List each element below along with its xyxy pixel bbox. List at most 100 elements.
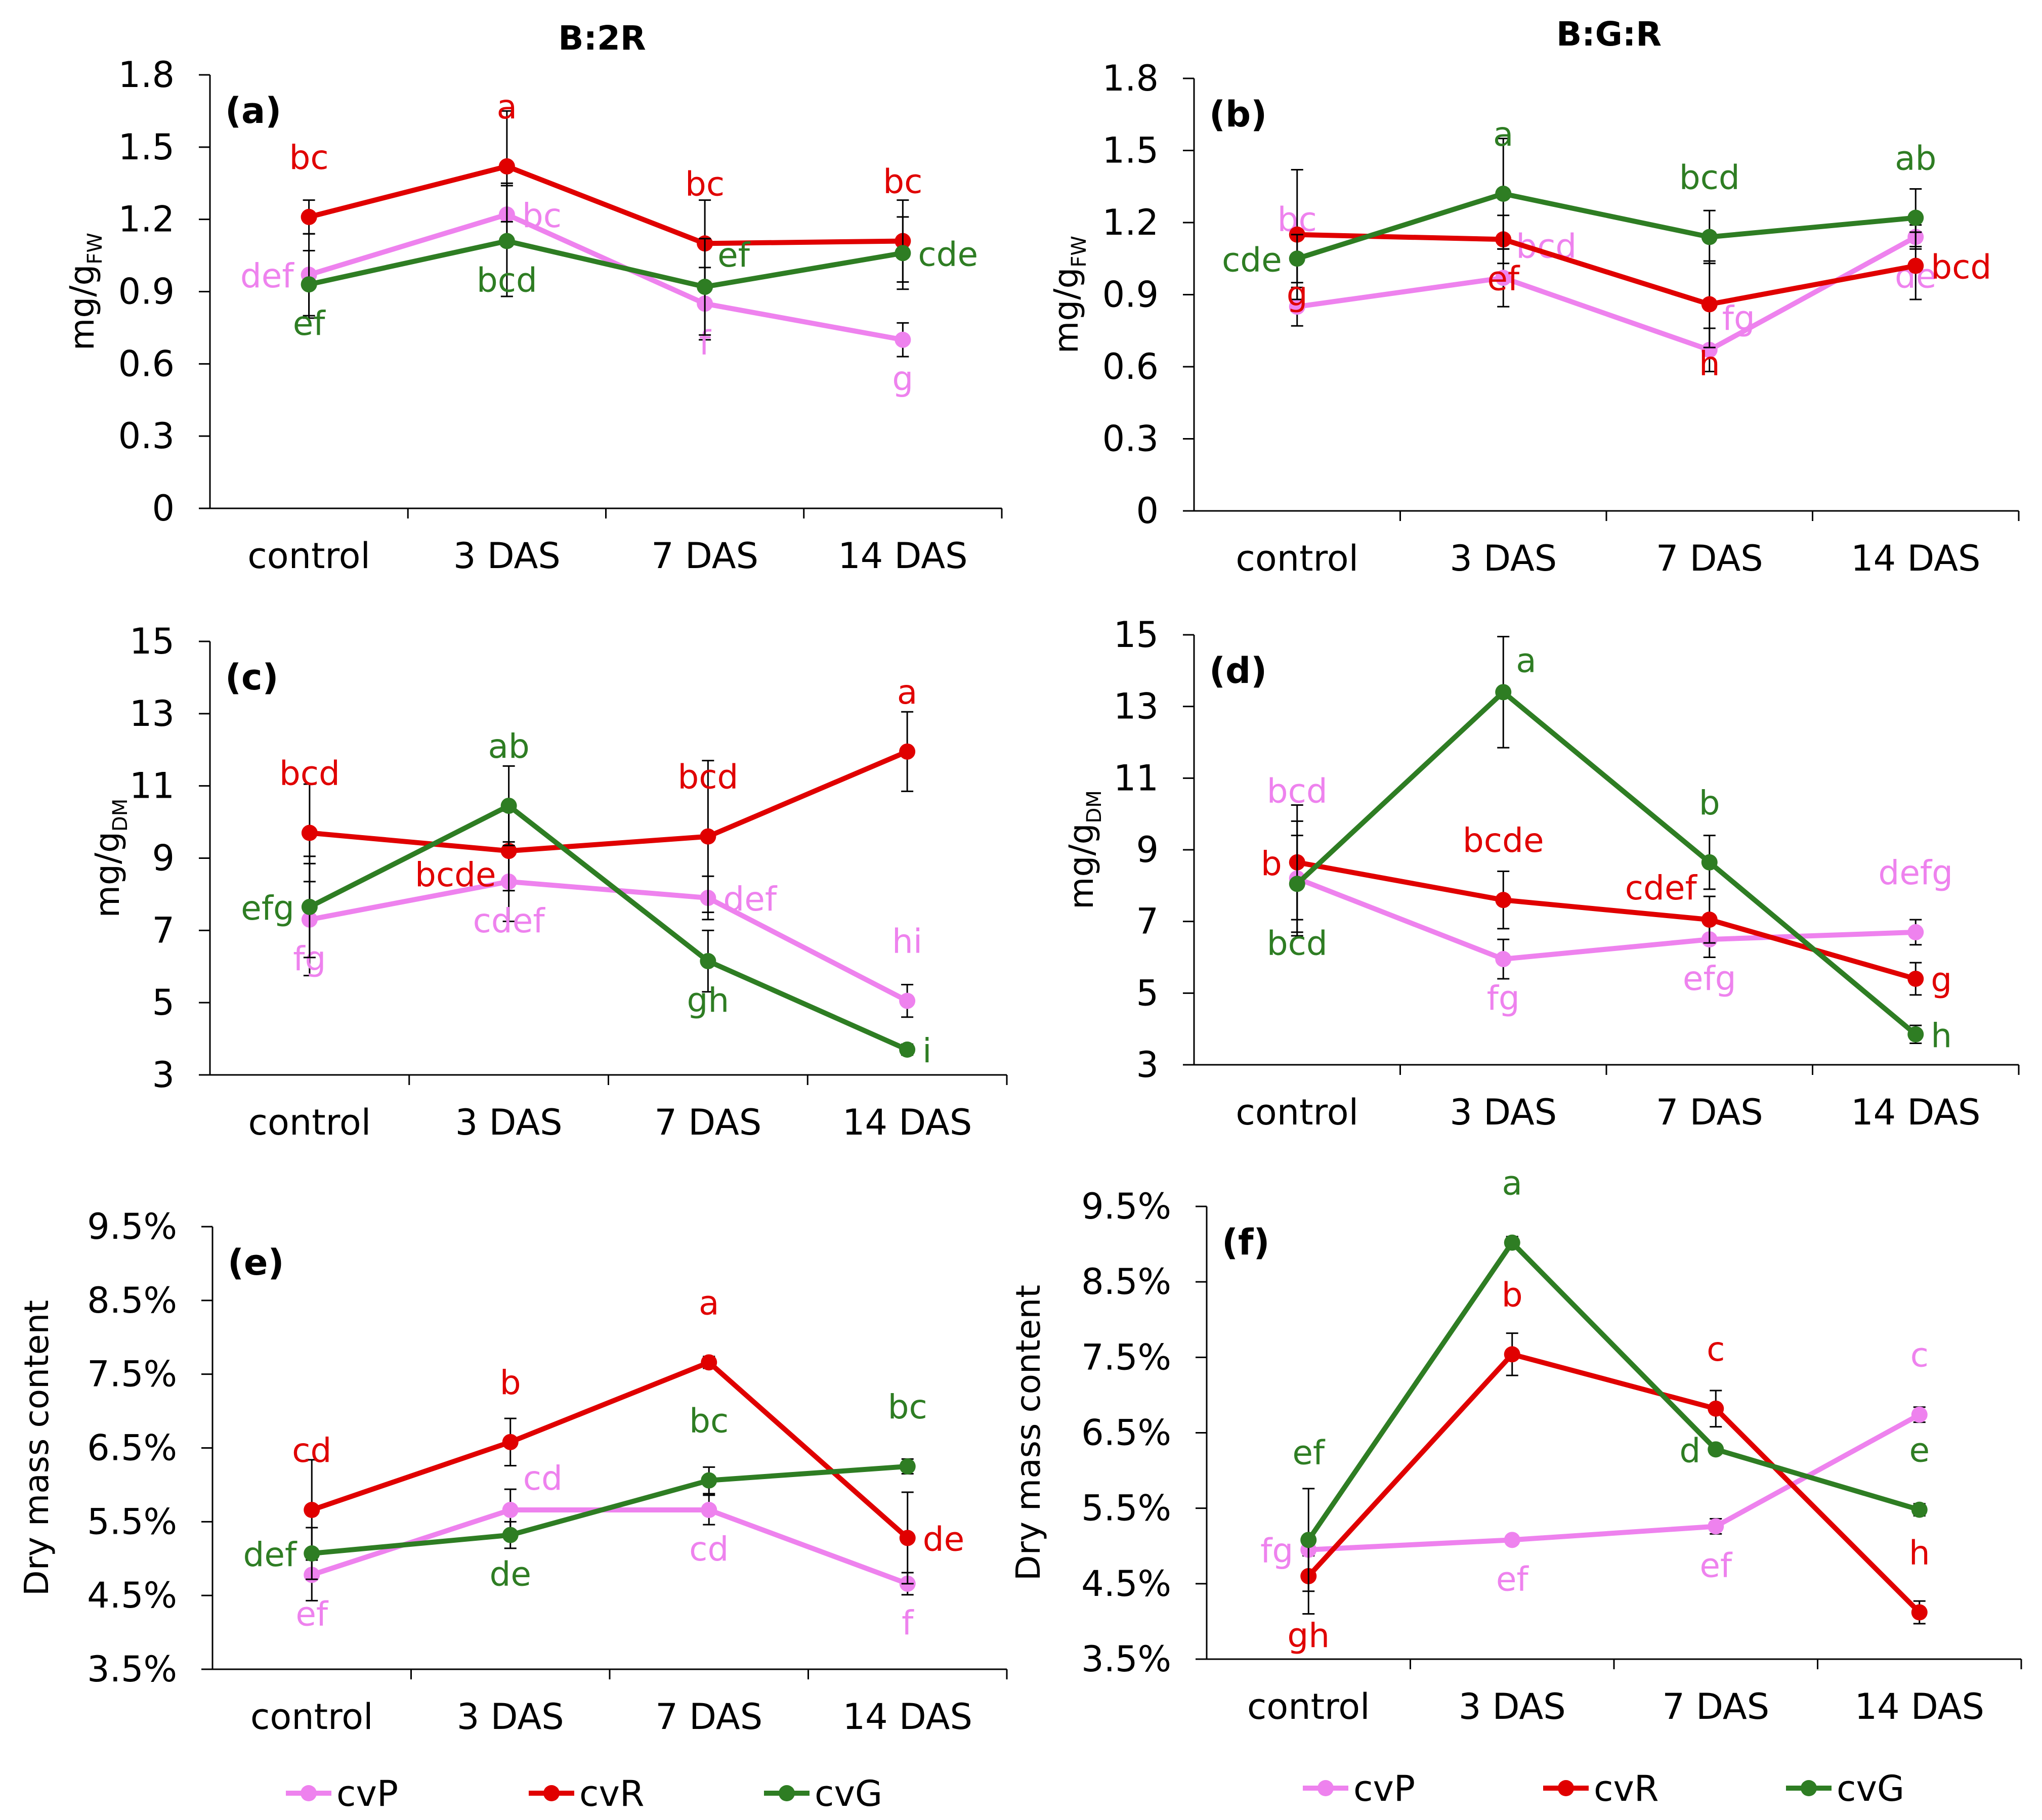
legend-swatch-marker [779, 1785, 795, 1801]
significance-letter: ef [1496, 1559, 1529, 1598]
data-point-cvR [301, 825, 318, 841]
data-point-cvG [1907, 1026, 1924, 1043]
significance-letter: hi [892, 922, 922, 961]
data-point-cvG [700, 953, 716, 970]
x-tick-label: control [1236, 538, 1358, 579]
y-tick-label: 0 [152, 488, 175, 529]
data-point-cvR [701, 1354, 717, 1371]
data-point-cvP [895, 331, 911, 348]
data-point-cvG [498, 233, 515, 249]
y-tick-label: 1.8 [1102, 58, 1159, 99]
significance-letter: cd [292, 1431, 331, 1470]
data-point-cvG [895, 245, 911, 262]
significance-letter: bc [289, 138, 329, 177]
y-tick-label: 1.5 [118, 126, 175, 168]
x-tick-label: 7 DAS [651, 535, 758, 577]
chart-panel-1: 0 0.3 0.6 0.9 1.2 1.5 1.8 control 3 DAS 7 DAS 14 D… [1047, 58, 2020, 579]
y-tick-label: 3 [152, 1054, 175, 1096]
x-tick-label: 7 DAS [1656, 538, 1763, 579]
significance-letter: b [1261, 844, 1282, 883]
chart-panel-2: 3 5 7 9 11 13 15 control 3 DAS 7 DAS 14 DAS (c) mg/g… [88, 621, 1008, 1143]
data-point-cvG [502, 1527, 519, 1543]
y-tick-label: 0.6 [1102, 346, 1159, 387]
x-tick-label: 7 DAS [1656, 1092, 1763, 1133]
series-cvG: ef bcd ef cde [293, 185, 978, 343]
significance-letter: de [490, 1555, 532, 1594]
series-line-cvG [1296, 191, 1916, 261]
y-tick-label: 9.5% [1081, 1186, 1171, 1227]
legend-swatch-marker [1558, 1780, 1574, 1796]
significance-letter: gh [687, 981, 730, 1020]
significance-letter: i [922, 1031, 931, 1070]
significance-letter: ef [1699, 1546, 1733, 1585]
panel-tag: (f) [1222, 1222, 1269, 1263]
significance-letter: c [1707, 1330, 1725, 1369]
legend-item-cvP: cvP [286, 1773, 398, 1814]
significance-letter: g [1931, 961, 1952, 1000]
data-point-cvR [899, 743, 916, 760]
data-point-cvR [1701, 296, 1718, 313]
significance-letter: ab [488, 727, 529, 766]
y-tick-label: 9 [152, 838, 175, 879]
data-point-cvG [1907, 209, 1924, 226]
significance-letter: cd [689, 1530, 729, 1569]
significance-letter: de [923, 1520, 965, 1558]
x-tick-label: 3 DAS [453, 535, 561, 577]
y-tick-label: 3.5% [87, 1649, 177, 1690]
chart-panel-0: 0 0.3 0.6 0.9 1.2 1.5 1.8 control 3 DAS 7 DAS 14 D… [63, 54, 1003, 577]
data-point-cvG [301, 898, 318, 915]
data-point-cvP [1495, 270, 1512, 286]
y-tick-label: 0.3 [118, 415, 175, 457]
y-tick-label: 13 [130, 693, 175, 734]
y-tick-label: 1.2 [1102, 202, 1159, 243]
data-point-cvP [1504, 1532, 1520, 1548]
data-point-cvR [1907, 971, 1924, 987]
x-tick-label: 7 DAS [1662, 1686, 1769, 1727]
series-cvG: ef a d e [1292, 1164, 1930, 1592]
series-line-cvR [309, 749, 909, 854]
data-point-cvG [1289, 250, 1305, 267]
data-point-cvG [697, 278, 713, 295]
x-tick-label: 14 DAS [1851, 1092, 1980, 1133]
significance-letter: bcde [1463, 821, 1544, 860]
panel-tag: (e) [228, 1242, 284, 1283]
y-tick-label: 13 [1114, 686, 1159, 727]
significance-letter: b [1699, 784, 1720, 822]
y-tick-label: 1.5 [1102, 130, 1159, 171]
series-cvR: b bcde cdef g [1261, 804, 1952, 1000]
y-tick-label: 7 [152, 909, 175, 951]
y-axis-label: mg/gFW [1047, 236, 1091, 354]
legend-label: cvG [1837, 1768, 1904, 1809]
legend-item-cvR: cvR [1543, 1768, 1659, 1809]
chart-panels: 0 0.3 0.6 0.9 1.2 1.5 1.8 control 3 DAS 7 DAS 14 D… [17, 54, 2022, 1738]
y-tick-label: 0.6 [118, 343, 175, 384]
significance-letter: def [243, 1535, 298, 1574]
legend-item-cvG: cvG [1786, 1768, 1904, 1809]
legend-item-cvG: cvG [764, 1773, 882, 1814]
significance-letter: fg [1260, 1532, 1293, 1571]
data-point-cvG [899, 1042, 916, 1058]
x-tick-label: 3 DAS [457, 1696, 564, 1738]
data-point-cvR [700, 828, 716, 845]
significance-letter: cdef [473, 901, 546, 940]
data-point-cvR [500, 843, 517, 859]
y-tick-label: 0.9 [1102, 274, 1159, 316]
series-line-cvG [311, 1464, 908, 1556]
y-tick-label: 1.8 [118, 54, 175, 96]
data-point-cvR [301, 208, 317, 225]
series-line-cvG [308, 238, 904, 289]
data-point-cvR [1701, 912, 1718, 928]
series-cvP: ef cd cd f [295, 1459, 916, 1642]
series-line-cvP [1297, 235, 1917, 353]
legend-item-cvR: cvR [529, 1773, 645, 1814]
series-cvR: bcd bcde bcd a [279, 673, 917, 914]
significance-letter: g [892, 360, 913, 399]
column-title-right: B:G:R [1556, 15, 1662, 54]
significance-letter: bcd [1267, 924, 1328, 963]
series-line-cvG [1306, 1240, 1921, 1542]
significance-letter: bc [689, 1402, 729, 1441]
data-point-cvP [899, 992, 916, 1009]
significance-letter: efg [241, 889, 294, 928]
data-point-cvP [1911, 1406, 1928, 1423]
